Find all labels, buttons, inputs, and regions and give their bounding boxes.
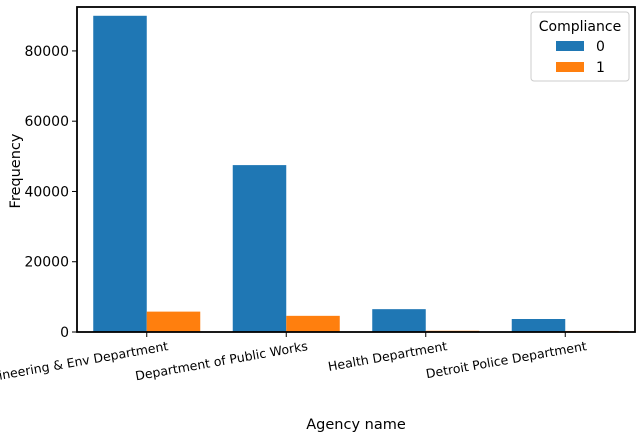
bar-series-0-3 (511, 319, 566, 332)
legend: Compliance 0 1 (530, 11, 630, 82)
bar-series-0-2 (372, 309, 426, 332)
y-axis-label: Frequency (8, 133, 24, 208)
legend-swatch-0 (556, 41, 584, 51)
y-axis-ticks: 0 20000 40000 60000 80000 (24, 44, 77, 341)
y-tick-label: 40000 (24, 184, 69, 200)
plot-frame (76, 6, 636, 333)
legend-swatch-1 (556, 62, 584, 72)
legend-title: Compliance (539, 19, 621, 35)
y-tick-label: 80000 (24, 44, 69, 60)
legend-label-0: 0 (596, 39, 605, 55)
y-tick-label: 20000 (24, 255, 69, 271)
x-axis-ticks: Buildings, Safety Engineering & Env Depa… (0, 332, 588, 406)
bar-series-0-1 (232, 165, 287, 332)
bars-layer (93, 15, 619, 333)
x-axis-label: Agency name (306, 417, 406, 433)
legend-label-1: 1 (596, 60, 605, 76)
bar-series-1-0 (146, 311, 201, 332)
x-tick-label: Detroit Police Department (425, 338, 588, 381)
y-tick-label: 60000 (24, 114, 69, 130)
bar-series-0-0 (93, 15, 147, 333)
bar-series-1-1 (286, 315, 340, 332)
y-tick-label: 0 (60, 325, 69, 341)
